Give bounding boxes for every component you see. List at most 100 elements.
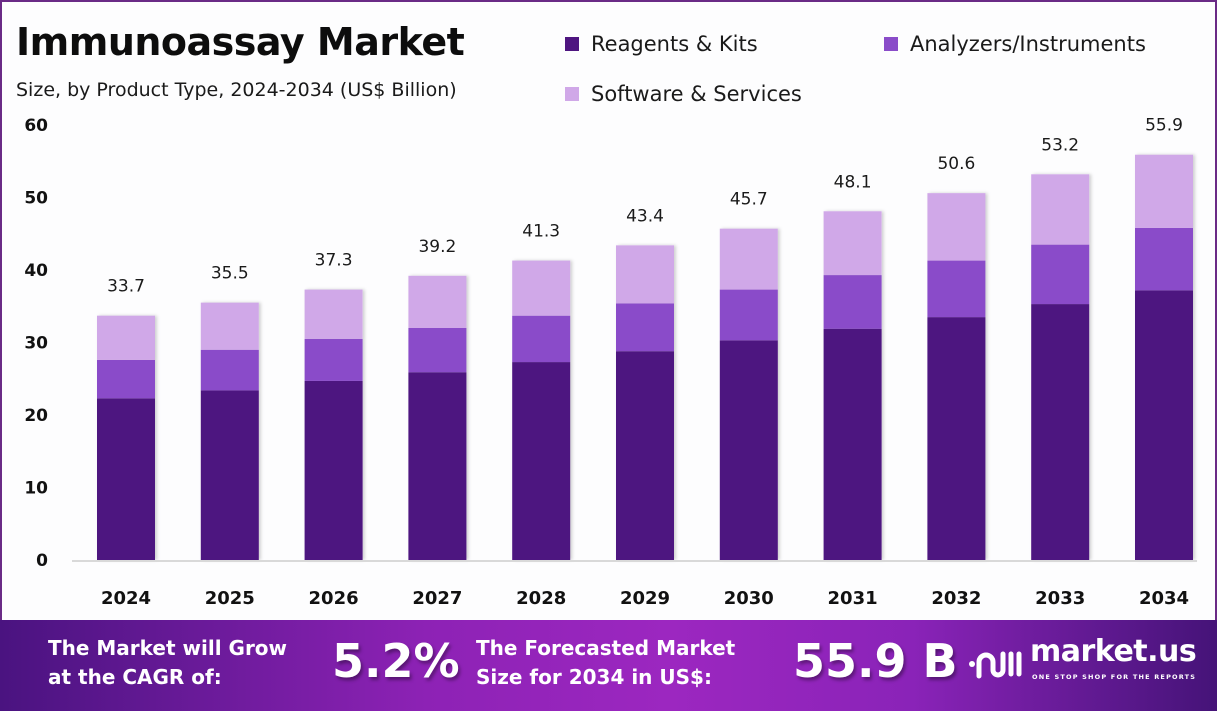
bar-segment-reagents — [408, 372, 467, 560]
x-tick-label: 2028 — [516, 588, 566, 609]
bar-segment-reagents — [304, 380, 363, 560]
bar-stack — [823, 211, 882, 560]
bars — [97, 154, 1193, 560]
legend-label-reagents: Reagents & Kits — [591, 32, 758, 56]
cagr-label: The Market will Grow at the CAGR of: — [48, 634, 287, 692]
x-tick-label: 2030 — [724, 588, 774, 609]
bar-stack — [200, 302, 259, 560]
bar-segment-software — [408, 275, 467, 328]
bar-segment-software — [97, 315, 155, 360]
bar-stack — [719, 228, 778, 560]
bar-segment-analyzers — [512, 315, 571, 363]
bar-stack — [304, 289, 363, 560]
bar-stack — [97, 315, 155, 560]
bar-segment-analyzers — [927, 260, 986, 318]
forecast-label-line1: The Forecasted Market — [476, 636, 736, 660]
legend-label-software: Software & Services — [591, 82, 802, 106]
total-data-label: 37.3 — [315, 251, 353, 271]
bar-stack — [927, 193, 986, 560]
bar-stack — [512, 260, 571, 560]
total-labels: 33.7 35.5 37.3 39.2 41.3 43.4 45.7 48.1 50.6 53.2… — [107, 116, 1183, 297]
bar-segment-analyzers — [1031, 244, 1090, 305]
bar-stack — [616, 245, 674, 560]
y-tick-label: 30 — [24, 334, 48, 354]
legend-item-software: Software & Services — [565, 82, 802, 106]
cagr-value: 5.2% — [332, 634, 460, 688]
bar-segment-software — [616, 245, 674, 304]
y-tick-label: 0 — [36, 551, 48, 571]
x-tick-label: 2024 — [101, 588, 151, 609]
bar-segment-analyzers — [200, 349, 259, 391]
x-tick-label: 2033 — [1035, 588, 1085, 609]
total-data-label: 55.9 — [1145, 116, 1183, 136]
x-tick-label: 2032 — [931, 588, 981, 609]
bar-segment-software — [823, 211, 882, 276]
x-tick-label: 2027 — [412, 588, 462, 609]
legend-swatch-analyzers — [884, 37, 898, 51]
x-tick-label: 2026 — [309, 588, 359, 609]
bar-segment-software — [1031, 174, 1090, 245]
total-data-label: 45.7 — [730, 190, 768, 210]
legend-item-analyzers: Analyzers/Instruments — [884, 32, 1146, 56]
total-data-label: 39.2 — [418, 237, 456, 257]
cagr-label-line2: at the CAGR of: — [48, 665, 222, 689]
market-us-logo-icon — [969, 651, 1022, 679]
forecast-label-line2: Size for 2034 in US$: — [476, 665, 712, 689]
bar-stack — [1031, 174, 1090, 560]
total-data-label: 35.5 — [211, 264, 249, 284]
bar-segment-reagents — [616, 351, 674, 560]
bar-segment-analyzers — [719, 289, 778, 341]
legend-item-reagents: Reagents & Kits — [565, 32, 758, 56]
legend-label-analyzers: Analyzers/Instruments — [910, 32, 1146, 56]
bar-segment-analyzers — [408, 328, 467, 373]
x-tick-label: 2031 — [828, 588, 878, 609]
chart-frame: Immunoassay Market Size, by Product Type… — [0, 0, 1217, 620]
bar-segment-analyzers — [823, 275, 882, 329]
bar-segment-analyzers — [97, 359, 155, 399]
bar-segment-reagents — [97, 398, 155, 560]
legend-swatch-software — [565, 87, 579, 101]
chart-title: Immunoassay Market — [16, 20, 465, 64]
y-axis: 0 10 20 30 40 50 60 — [24, 116, 48, 571]
y-tick-label: 50 — [24, 189, 48, 209]
bar-segment-software — [927, 193, 986, 261]
bar-segment-reagents — [719, 340, 778, 560]
forecast-label: The Forecasted Market Size for 2034 in U… — [476, 634, 735, 692]
cagr-label-line1: The Market will Grow — [48, 636, 288, 660]
bar-segment-software — [1135, 154, 1193, 228]
bar-segment-software — [512, 260, 571, 316]
bar-segment-software — [719, 228, 778, 290]
bar-segment-analyzers — [304, 338, 363, 381]
bar-segment-analyzers — [616, 303, 674, 352]
bar-segment-software — [304, 289, 363, 339]
forecast-value: 55.9 B — [793, 634, 958, 688]
total-data-label: 43.4 — [626, 206, 664, 226]
x-tick-label: 2034 — [1139, 588, 1189, 609]
summary-footer: The Market will Grow at the CAGR of: 5.2… — [0, 620, 1217, 711]
chart-subtitle: Size, by Product Type, 2024-2034 (US$ Bi… — [16, 79, 457, 101]
y-tick-label: 40 — [24, 261, 48, 281]
bar-segment-reagents — [1031, 304, 1090, 560]
bar-stack — [1135, 154, 1193, 560]
bar-segment-reagents — [512, 362, 571, 560]
bar-segment-reagents — [823, 328, 882, 560]
bar-segment-reagents — [200, 390, 259, 560]
y-tick-label: 10 — [24, 479, 48, 499]
bar-segment-software — [200, 302, 259, 350]
total-data-label: 53.2 — [1041, 135, 1079, 155]
total-data-label: 48.1 — [834, 172, 872, 192]
x-axis: 2024 2025 2026 2027 2028 2029 2030 2031 2032 2033… — [101, 588, 1189, 609]
legend-swatch-reagents — [565, 37, 579, 51]
bar-segment-analyzers — [1135, 227, 1193, 291]
y-tick-label: 20 — [24, 406, 48, 426]
total-data-label: 50.6 — [937, 154, 975, 174]
bar-stack — [408, 275, 467, 560]
x-tick-label: 2025 — [205, 588, 255, 609]
total-data-label: 33.7 — [107, 277, 145, 297]
brand-tagline: ONE STOP SHOP FOR THE REPORTS — [1032, 673, 1197, 681]
brand-name: market.us — [1030, 634, 1197, 669]
total-data-label: 41.3 — [522, 222, 560, 242]
y-tick-label: 60 — [24, 116, 48, 136]
bar-segment-reagents — [1135, 290, 1193, 560]
